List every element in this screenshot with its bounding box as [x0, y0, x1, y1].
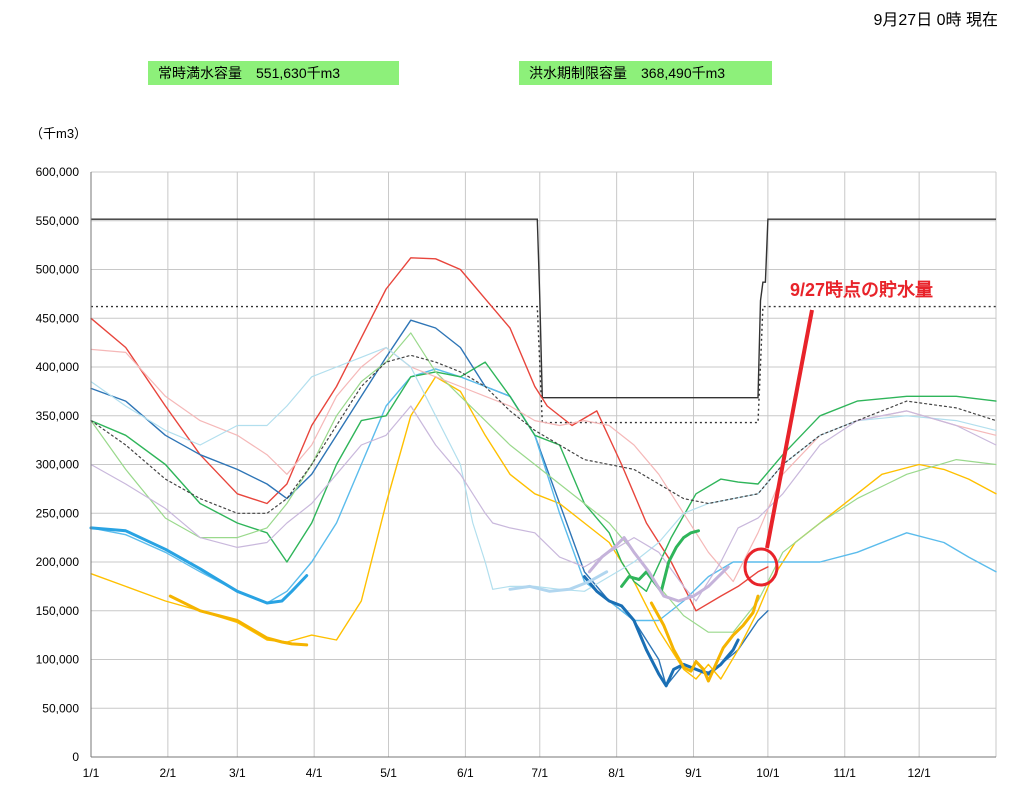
y-tick-label: 200,000: [36, 555, 80, 569]
x-tick-label: 11/1: [834, 766, 857, 780]
reference-line-0: [91, 218, 996, 399]
annotation-circle: [743, 547, 779, 587]
y-tick-label: 100,000: [36, 653, 80, 667]
series-line-11: [649, 594, 760, 683]
y-tick-label: 450,000: [36, 311, 80, 325]
x-tick-label: 8/1: [608, 766, 625, 780]
series-lines: [89, 257, 997, 688]
series-line-13: [508, 570, 609, 593]
timestamp: 9月27日 0時 現在: [873, 12, 999, 29]
series-line-7: [90, 346, 997, 592]
y-tick-label: 0: [72, 750, 79, 764]
normal-full-capacity-label: 常時満水容量 551,630千m3: [148, 61, 399, 85]
series-line-9: [90, 354, 997, 514]
x-tick-label: 1/1: [83, 766, 100, 780]
reference-lines: [91, 218, 996, 424]
x-tick-label: 6/1: [457, 766, 474, 780]
y-tick-label: 600,000: [36, 165, 80, 179]
y-tick-label: 150,000: [36, 604, 80, 618]
series-line-16: [168, 594, 309, 647]
series-line-3: [90, 368, 997, 622]
series-line-14: [587, 536, 730, 603]
x-tick-label: 2/1: [160, 766, 177, 780]
x-tick-label: 12/1: [907, 766, 931, 780]
x-tick-label: 10/1: [756, 766, 780, 780]
x-tick-label: 4/1: [306, 766, 323, 780]
y-tick-label: 550,000: [36, 214, 80, 228]
annotation: 9/27時点の貯水量: [743, 279, 933, 587]
series-line-5: [90, 332, 997, 633]
flood-season-limit-capacity-label: 洪水期制限容量 368,490千m3: [519, 61, 772, 85]
x-tick-label: 3/1: [229, 766, 246, 780]
series-line-8: [90, 405, 997, 602]
axes: 0 50,000 100,000 150,000 200,000 250,000 300,0…: [36, 165, 996, 780]
y-tick-label: 500,000: [36, 263, 80, 277]
series-line-4: [90, 361, 997, 592]
series-line-15: [89, 526, 309, 605]
series-line-10: [582, 575, 740, 688]
reference-line-1: [91, 305, 996, 424]
annotation-pointer: [765, 309, 814, 549]
y-tick-label: 350,000: [36, 409, 80, 423]
y-tick-label: 50,000: [42, 701, 79, 715]
y-tick-label: 250,000: [36, 506, 80, 520]
y-axis-label: （千m3）: [30, 126, 87, 141]
y-tick-label: 300,000: [36, 458, 80, 472]
y-tick-label: 400,000: [36, 360, 80, 374]
x-tick-label: 9/1: [685, 766, 702, 780]
x-tick-label: 5/1: [380, 766, 397, 780]
x-tick-label: 7/1: [531, 766, 548, 780]
annotation-text: 9/27時点の貯水量: [790, 279, 933, 300]
